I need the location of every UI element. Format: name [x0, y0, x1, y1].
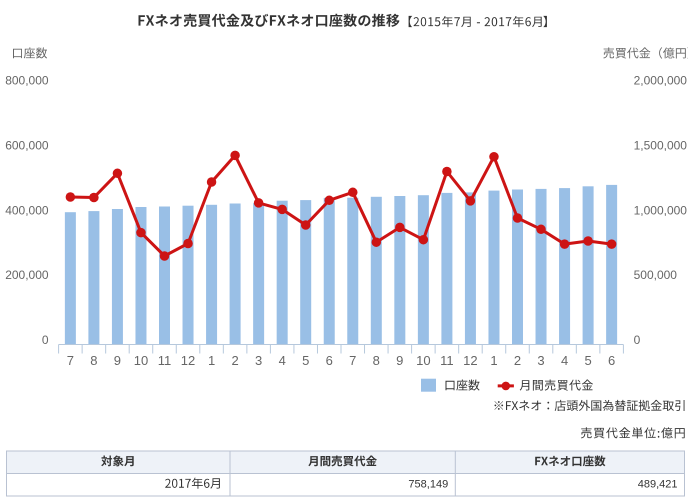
svg-text:2,000,000: 2,000,000 [634, 74, 688, 88]
svg-text:2: 2 [231, 353, 238, 368]
svg-text:11: 11 [440, 353, 454, 368]
svg-text:5: 5 [302, 353, 309, 368]
svg-text:500,000: 500,000 [634, 268, 678, 282]
svg-text:2: 2 [514, 353, 521, 368]
svg-text:1: 1 [490, 353, 497, 368]
svg-text:9: 9 [114, 353, 121, 368]
svg-text:10: 10 [134, 353, 148, 368]
svg-text:12: 12 [181, 353, 195, 368]
svg-text:10: 10 [416, 353, 430, 368]
svg-text:0: 0 [42, 333, 49, 347]
svg-text:3: 3 [255, 353, 262, 368]
svg-text:3: 3 [537, 353, 544, 368]
svg-text:9: 9 [396, 353, 403, 368]
svg-text:11: 11 [158, 353, 172, 368]
svg-text:6: 6 [326, 353, 333, 368]
svg-text:489,421: 489,421 [638, 479, 678, 491]
svg-text:5: 5 [584, 353, 591, 368]
svg-text:8: 8 [373, 353, 380, 368]
svg-text:6: 6 [608, 353, 615, 368]
svg-text:1,000,000: 1,000,000 [634, 203, 688, 217]
svg-text:758,149: 758,149 [408, 479, 448, 491]
svg-text:800,000: 800,000 [5, 74, 49, 88]
svg-text:8: 8 [90, 353, 97, 368]
svg-text:4: 4 [561, 353, 568, 368]
svg-text:7: 7 [349, 353, 356, 368]
svg-text:200,000: 200,000 [5, 268, 49, 282]
svg-text:4: 4 [279, 353, 286, 368]
svg-text:1: 1 [208, 353, 215, 368]
svg-text:600,000: 600,000 [5, 138, 49, 152]
svg-text:400,000: 400,000 [5, 203, 49, 217]
svg-text:7: 7 [67, 353, 74, 368]
svg-text:12: 12 [463, 353, 477, 368]
svg-text:1,500,000: 1,500,000 [634, 138, 688, 152]
svg-text:0: 0 [634, 333, 641, 347]
